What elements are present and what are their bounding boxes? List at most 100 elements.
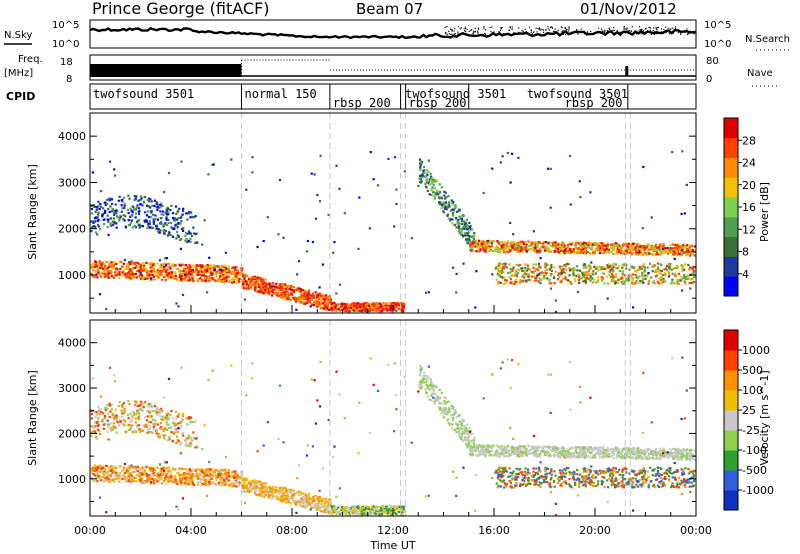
range-gate-cell	[106, 274, 109, 277]
nsearch-dot	[602, 30, 604, 32]
nsearch-dot	[653, 33, 656, 36]
range-gate-cell	[222, 264, 226, 267]
range-gate-cell	[631, 278, 634, 281]
range-gate-cell	[237, 274, 240, 277]
range-gate-cell	[550, 266, 553, 269]
range-gate-cell	[128, 219, 131, 222]
range-gate-cell	[185, 237, 188, 240]
range-gate-cell	[334, 303, 337, 306]
range-gate-cell	[153, 278, 156, 281]
range-gate-cell	[245, 188, 248, 191]
range-gate-cell	[118, 271, 121, 274]
range-gate-cell	[150, 200, 153, 203]
range-gate-cell	[687, 250, 690, 253]
range-gate-cell	[664, 272, 667, 275]
range-gate-cell	[539, 249, 542, 252]
range-gate-cell	[479, 248, 482, 251]
range-gate-cell	[427, 170, 430, 173]
nsearch-dot	[482, 33, 484, 36]
range-gate-cell	[591, 245, 594, 248]
range-gate-cell	[678, 248, 681, 251]
range-gate-cell	[98, 273, 101, 276]
range-gate-cell	[572, 271, 575, 274]
range-gate-cell	[456, 220, 459, 223]
colorbar-tick-label: 8	[742, 246, 749, 259]
range-gate-cell	[90, 434, 93, 437]
range-gate-cell	[579, 241, 582, 244]
range-gate-cell	[357, 308, 360, 311]
range-gate-cell	[427, 159, 430, 162]
nsearch-label: N.Search	[745, 34, 790, 45]
range-gate-cell	[90, 230, 93, 233]
range-gate-cell	[94, 425, 97, 428]
nsearch-dot	[576, 29, 578, 31]
range-gate-cell	[367, 302, 371, 305]
range-gate-cell	[156, 269, 159, 272]
range-gate-cell	[554, 246, 557, 249]
range-gate-cell	[109, 160, 112, 163]
range-gate-cell	[430, 189, 433, 192]
range-gate-cell	[145, 465, 148, 468]
range-gate-cell	[506, 241, 509, 244]
range-gate-cell	[287, 292, 290, 295]
range-gate-cell	[191, 477, 194, 480]
range-gate-cell	[123, 219, 126, 222]
range-gate-cell	[171, 271, 174, 274]
range-gate-cell	[174, 263, 177, 266]
range-gate-cell	[490, 242, 494, 245]
range-gate-cell	[327, 296, 330, 299]
range-gate-cell	[122, 402, 125, 405]
range-gate-cell	[660, 252, 663, 255]
range-gate-cell	[305, 295, 308, 298]
range-gate-cell	[200, 474, 203, 477]
range-gate-cell	[555, 242, 558, 246]
range-gate-cell	[643, 267, 646, 270]
nsearch-dot	[623, 26, 625, 28]
range-gate-cell	[639, 247, 642, 250]
range-gate-cell	[232, 485, 235, 488]
range-gate-cell	[522, 273, 525, 276]
range-gate-cell	[342, 302, 345, 305]
range-gate-cell	[497, 281, 500, 284]
range-gate-cell	[504, 244, 507, 247]
range-gate-cell	[550, 269, 553, 272]
range-gate-cell	[252, 283, 255, 286]
range-gate-cell	[164, 279, 167, 282]
range-gate-cell	[498, 248, 501, 251]
range-gate-cell	[465, 223, 468, 226]
nsearch-dot	[674, 28, 677, 30]
range-gate-cell	[212, 469, 215, 472]
range-gate-cell	[185, 231, 188, 235]
range-gate-cell	[163, 262, 166, 265]
range-gate-cell	[509, 267, 512, 270]
range-gate-cell	[198, 264, 201, 267]
range-gate-cell	[514, 280, 517, 283]
range-gate-cell	[302, 296, 305, 299]
range-gate-cell	[521, 267, 524, 270]
range-gate-cell	[227, 275, 230, 278]
range-gate-cell	[96, 266, 99, 269]
range-gate-cell	[139, 224, 142, 227]
nsearch-dot	[511, 26, 513, 28]
range-gate-cell	[294, 298, 297, 302]
range-gate-cell	[137, 404, 141, 407]
range-gate-cell	[638, 251, 641, 255]
range-gate-cell	[635, 243, 638, 246]
range-gate-cell	[551, 245, 554, 248]
range-gate-cell	[614, 263, 618, 266]
nsearch-dot	[677, 32, 679, 34]
range-gate-cell	[291, 285, 294, 289]
range-gate-cell	[175, 441, 178, 445]
range-gate-cell	[156, 466, 159, 469]
range-gate-cell	[375, 308, 378, 311]
range-gate-cell	[647, 282, 650, 285]
range-gate-cell	[651, 249, 654, 252]
range-gate-cell	[196, 270, 199, 274]
nsearch-dot	[683, 30, 685, 32]
range-gate-cell	[470, 250, 473, 253]
range-gate-cell	[104, 209, 107, 212]
range-gate-cell	[660, 276, 663, 279]
nsearch-dot	[509, 26, 511, 28]
range-gate-cell	[590, 247, 593, 250]
